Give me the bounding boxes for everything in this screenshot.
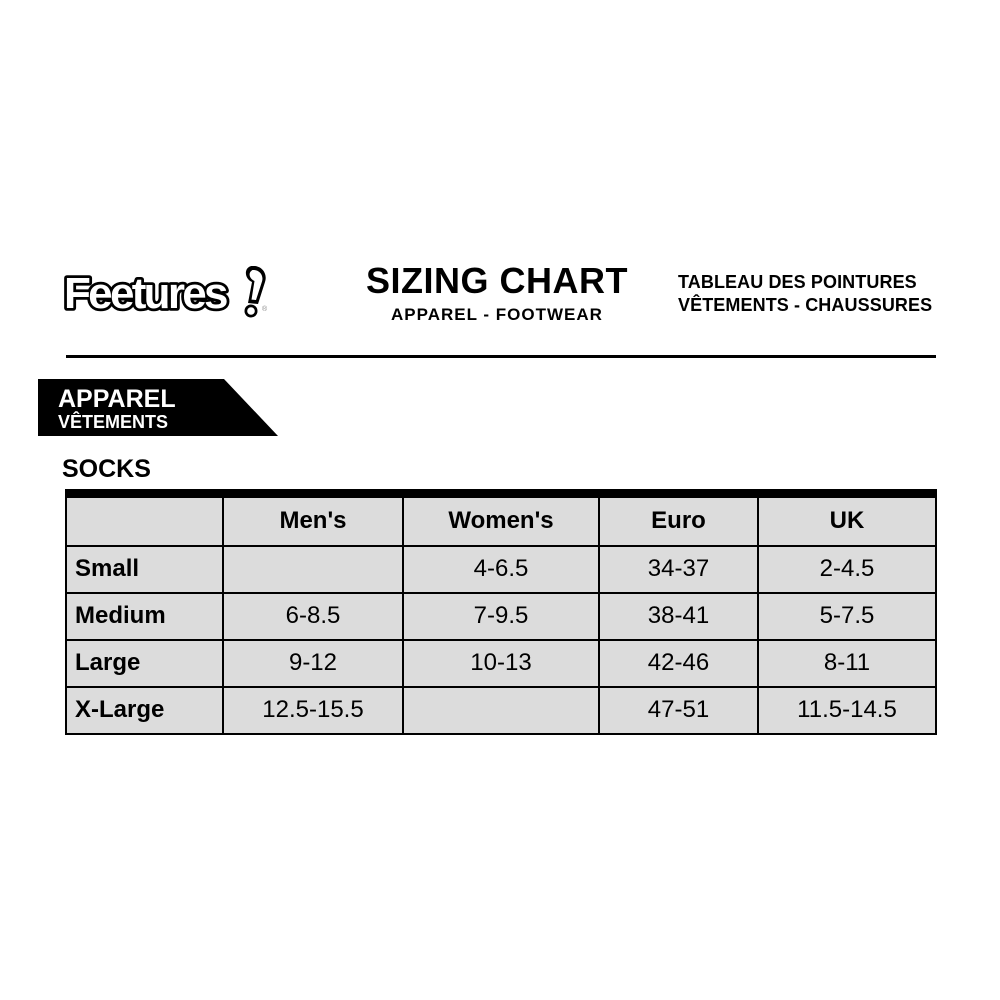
svg-text:®: ® bbox=[262, 305, 268, 313]
svg-text:VÊTEMENTS: VÊTEMENTS bbox=[58, 411, 168, 432]
svg-text:Feetures: Feetures bbox=[64, 269, 227, 318]
svg-text:APPAREL: APPAREL bbox=[58, 385, 176, 413]
